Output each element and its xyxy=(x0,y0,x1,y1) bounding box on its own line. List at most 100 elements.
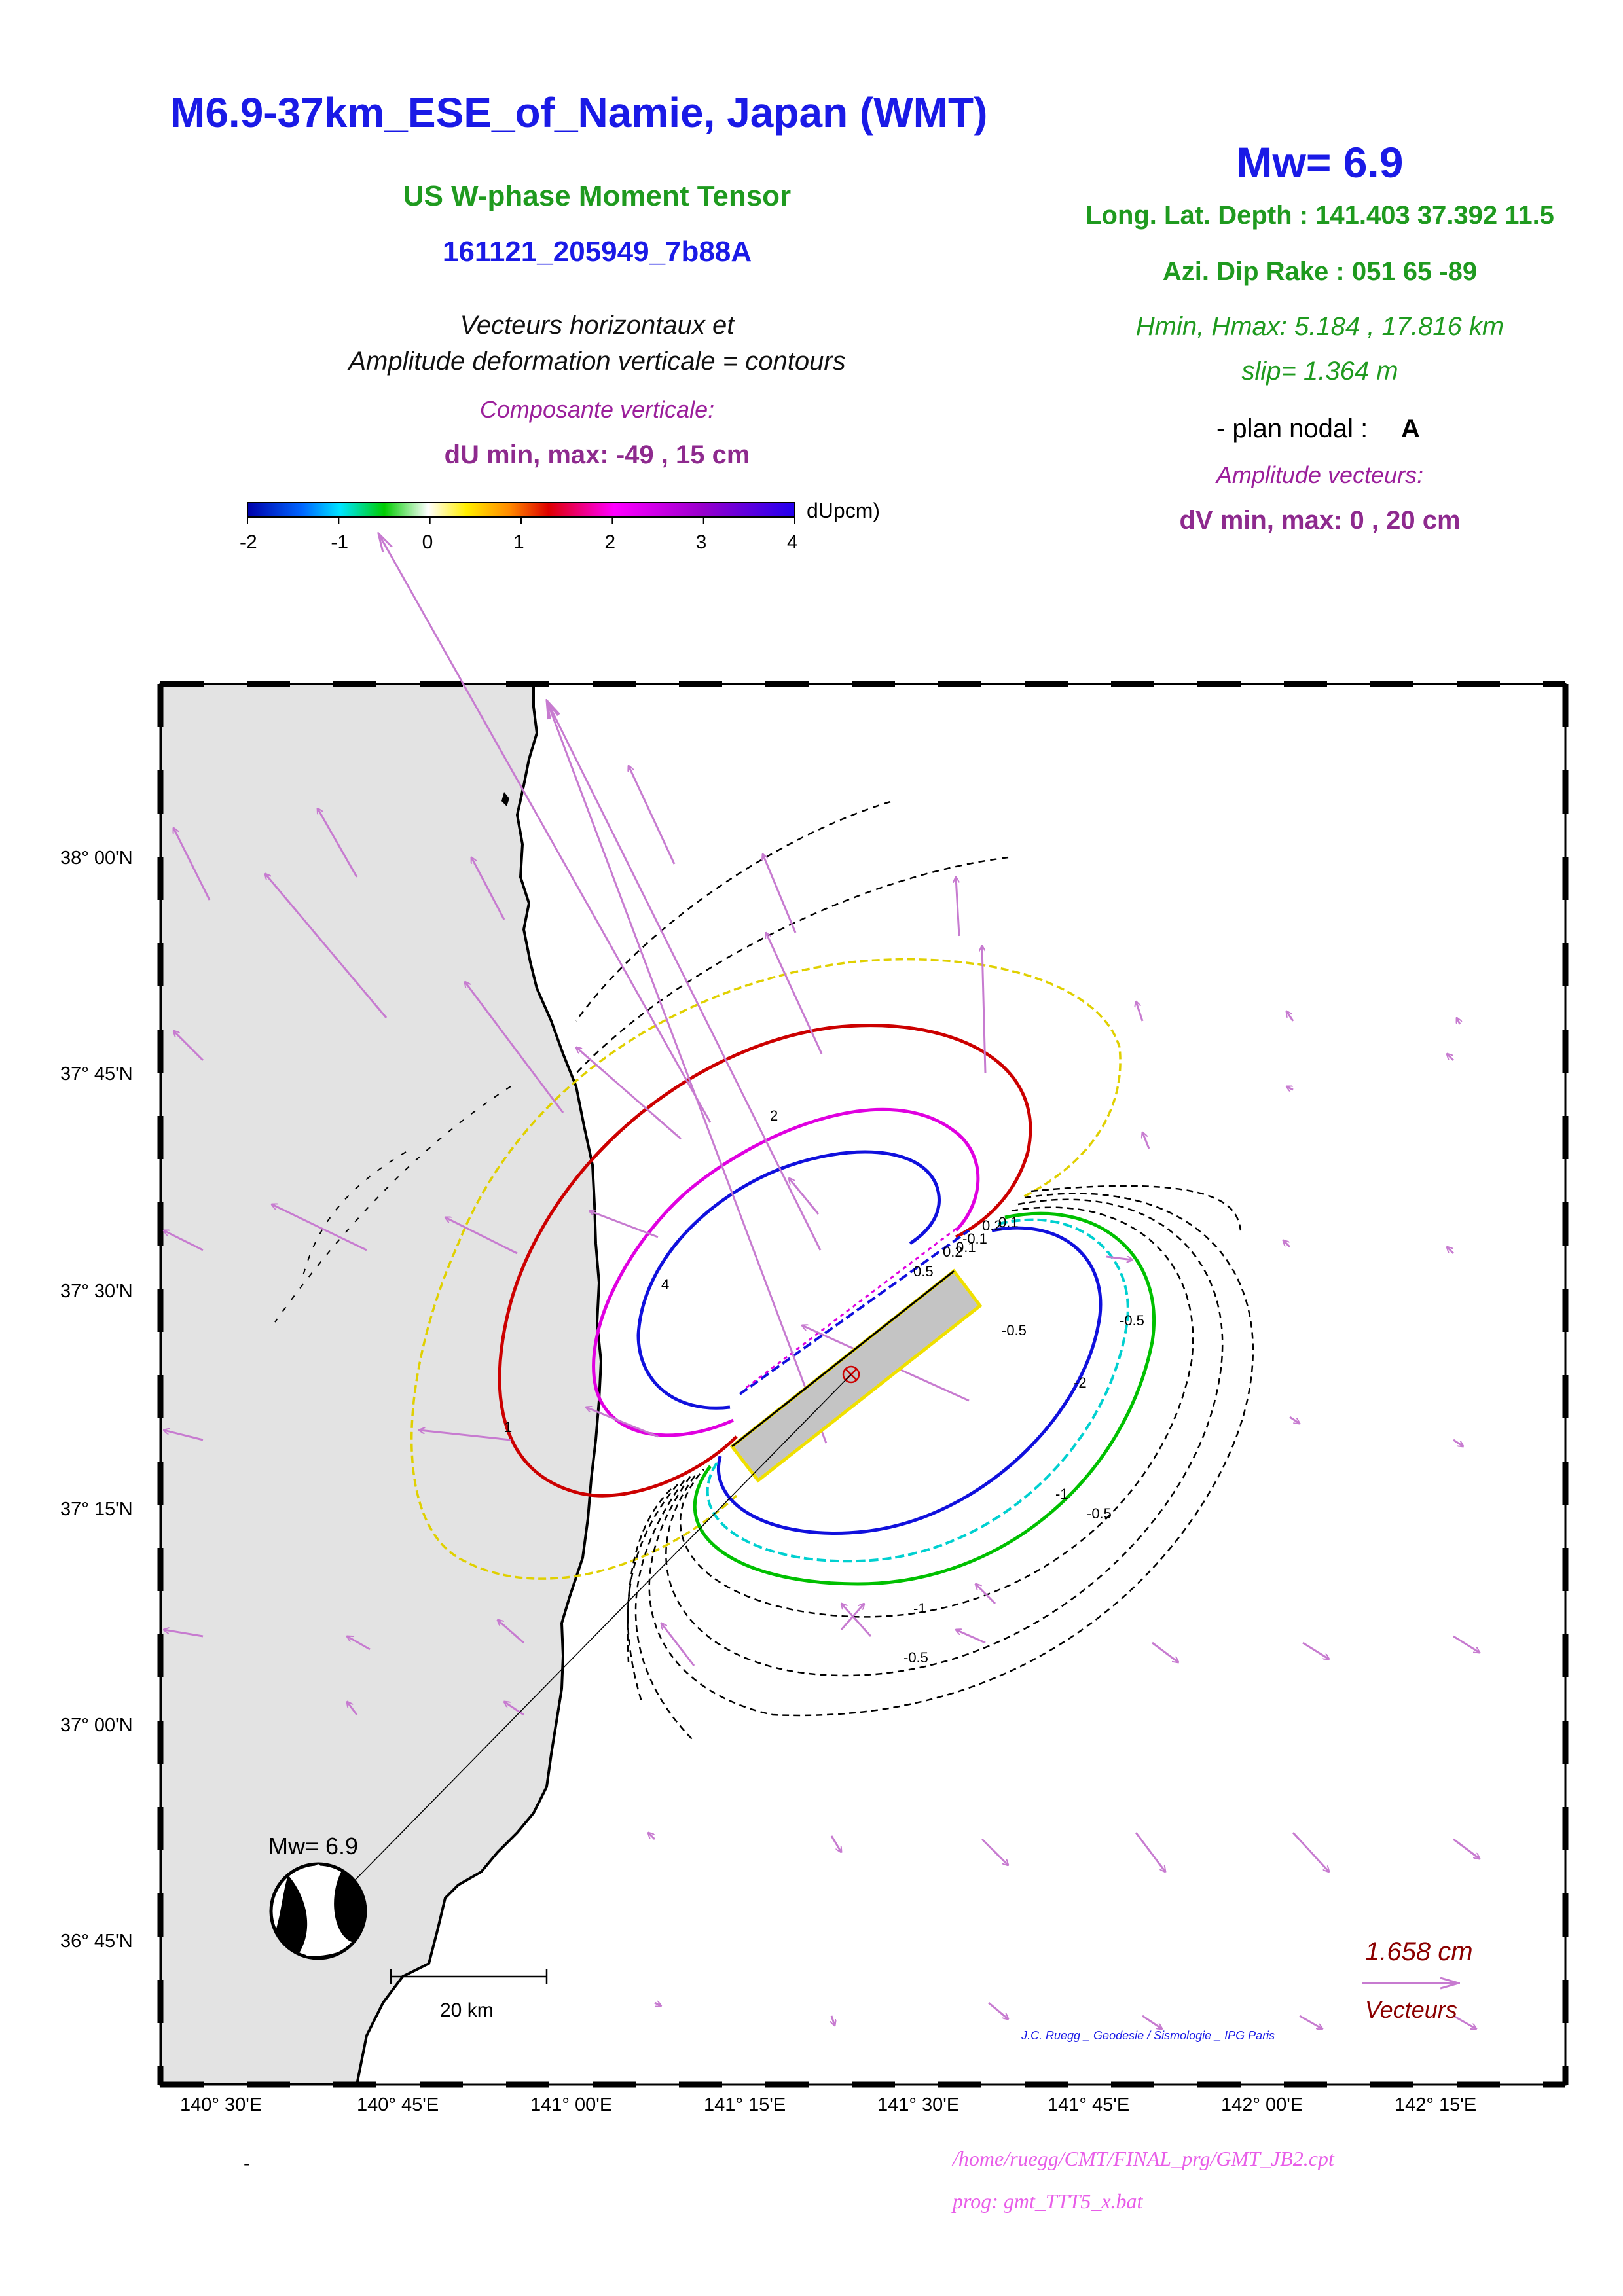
mw-value: Mw= 6.9 xyxy=(1236,138,1404,187)
footer-dash: - xyxy=(244,2153,250,2174)
contour-label: -2 xyxy=(1074,1374,1087,1391)
contour-label: -1 xyxy=(913,1600,926,1617)
slip: slip= 1.364 m xyxy=(1241,357,1398,386)
vector-arrow xyxy=(347,1702,358,1715)
vector-arrow xyxy=(1453,2015,1476,2029)
vector-arrow xyxy=(265,874,388,1018)
vector-arrow xyxy=(1106,1255,1133,1260)
vector-scale-value: 1.658 cm xyxy=(1365,1937,1473,1966)
vector-arrow xyxy=(498,1620,524,1644)
hmin-hmax: Hmin, Hmax: 5.184 , 17.816 km xyxy=(1135,312,1504,341)
vector-arrow xyxy=(378,533,712,1123)
contours xyxy=(274,800,1254,1742)
vector-arrow xyxy=(1136,1001,1144,1022)
land-area xyxy=(160,684,603,2085)
contour-label: -0.5 xyxy=(903,1649,928,1666)
subtitle: US W-phase Moment Tensor xyxy=(403,180,792,212)
scale-bar xyxy=(390,1969,548,1984)
caption-line-1: Vecteurs horizontaux et xyxy=(460,311,735,340)
colorbar-tick-label: 1 xyxy=(513,531,524,553)
vector-arrow xyxy=(766,933,823,1054)
vector-arrow xyxy=(981,1838,1008,1865)
lon-label: 141° 15'E xyxy=(704,2094,786,2115)
contour-label: -1 xyxy=(1055,1486,1068,1502)
event-title: M6.9-37km_ESE_of_Namie, Japan (WMT) xyxy=(170,89,988,136)
vector-arrow xyxy=(173,828,211,901)
vertical-component-label: Composante verticale: xyxy=(479,396,715,423)
lon-label: 142° 15'E xyxy=(1395,2094,1477,2115)
vector-arrow xyxy=(547,700,828,1444)
lon-label: 141° 00'E xyxy=(530,2094,613,2115)
plan-nodal-label: - plan nodal : xyxy=(1216,414,1368,443)
contour-label: 4 xyxy=(661,1276,670,1293)
vector-arrow xyxy=(956,877,960,937)
vector-arrow xyxy=(830,1835,841,1852)
epicenter-icon xyxy=(842,1365,860,1384)
colorbar-tick-label: -1 xyxy=(331,531,349,553)
vector-arrow xyxy=(1152,1641,1178,1662)
beachball-label: Mw= 6.9 xyxy=(268,1833,359,1859)
lat-label: 37° 15'N xyxy=(60,1499,133,1520)
vector-arrow xyxy=(272,1204,367,1251)
azi-dip-rake: Azi. Dip Rake : 051 65 -89 xyxy=(1162,257,1478,286)
vector-arrow xyxy=(1283,1240,1291,1248)
vector-scale-label: Vecteurs xyxy=(1365,1996,1457,2023)
prog-name: prog: gmt_TTT5_x.bat xyxy=(953,2189,1143,2213)
contour-label: -0.5 xyxy=(1120,1312,1144,1329)
contour-label: 0.2 xyxy=(982,1217,1002,1234)
vector-arrow xyxy=(465,982,564,1113)
amplitude-label: Amplitude vecteurs: xyxy=(1216,461,1424,488)
contour-label: 2 xyxy=(770,1107,778,1124)
vector-arrow xyxy=(789,1178,820,1215)
credit: J.C. Ruegg _ Geodesie / Sismologie _ IPG… xyxy=(1021,2029,1275,2042)
colorbar xyxy=(247,502,795,524)
lat-label: 37° 30'N xyxy=(60,1281,133,1302)
vector-arrow xyxy=(347,1636,371,1651)
vector-arrow xyxy=(164,1430,204,1441)
vector-arrow xyxy=(988,2001,1008,2019)
lat-label: 37° 45'N xyxy=(60,1064,133,1085)
lon-label: 140° 45'E xyxy=(357,2094,439,2115)
vector-arrow xyxy=(1302,1641,1329,1659)
vector-arrow xyxy=(1292,1831,1329,1872)
vector-arrow xyxy=(471,857,505,920)
vector-arrow xyxy=(1142,1132,1150,1149)
lon-label: 140° 30'E xyxy=(180,2094,263,2115)
vector-arrow xyxy=(661,1623,695,1666)
vector-arrow xyxy=(976,1584,996,1605)
vector-arrow xyxy=(763,854,797,933)
vector-arrow xyxy=(982,946,987,1074)
plan-nodal-value: A xyxy=(1401,414,1420,443)
contour-label: -0.1 xyxy=(962,1230,987,1247)
vector-arrow xyxy=(1447,1247,1455,1255)
vector-arrow xyxy=(1289,1416,1300,1424)
vector-arrow xyxy=(318,808,358,878)
contour-label: 0.2 xyxy=(943,1244,963,1260)
vector-arrow xyxy=(831,2015,835,2026)
vector-arrow xyxy=(547,700,822,1251)
contour-label: 1 xyxy=(504,1419,513,1435)
vector-arrow xyxy=(1453,1838,1480,1859)
colorbar-tick-label: 2 xyxy=(604,531,616,553)
colorbar-tick-label: -2 xyxy=(240,531,257,553)
vector-arrow xyxy=(1453,1635,1480,1653)
cpt-path: /home/ruegg/CMT/FINAL_prg/GMT_JB2.cpt xyxy=(953,2147,1334,2170)
scale-bar-label: 20 km xyxy=(440,2000,494,2021)
vector-arrow xyxy=(1286,1086,1294,1090)
vector-arrow xyxy=(576,1047,682,1140)
vector-arrow xyxy=(1447,1054,1455,1062)
vector-arrow xyxy=(445,1217,518,1255)
vector-arrow xyxy=(841,1604,872,1638)
lon-label: 141° 45'E xyxy=(1048,2094,1130,2115)
vector-arrow xyxy=(654,2003,661,2006)
colorbar-tick-label: 0 xyxy=(422,531,433,553)
vector-arrow xyxy=(504,1702,524,1716)
contour-label: -0.5 xyxy=(1087,1505,1112,1522)
vector-arrow xyxy=(956,1630,986,1644)
caption-line-2: Amplitude deformation verticale = contou… xyxy=(348,347,846,376)
contour-label: 0.1 xyxy=(956,1239,976,1255)
vector-arrow xyxy=(586,1407,659,1438)
long-lat-depth: Long. Lat. Depth : 141.403 37.392 11.5 xyxy=(1085,201,1554,230)
vector-arrow xyxy=(1286,1011,1294,1022)
